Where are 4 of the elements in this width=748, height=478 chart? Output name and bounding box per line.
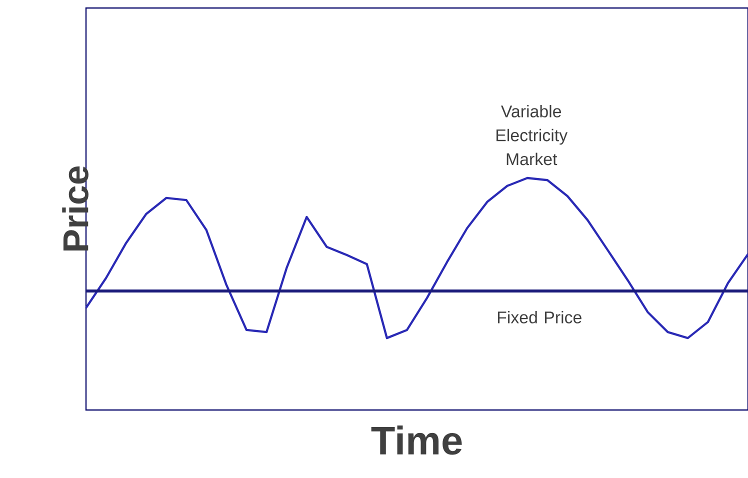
y-axis-title: Price [62, 166, 88, 250]
x-axis-title: Time [371, 426, 462, 455]
series-label: Variable Electricity Market [496, 104, 568, 166]
series-label: Fixed Price [498, 310, 582, 324]
